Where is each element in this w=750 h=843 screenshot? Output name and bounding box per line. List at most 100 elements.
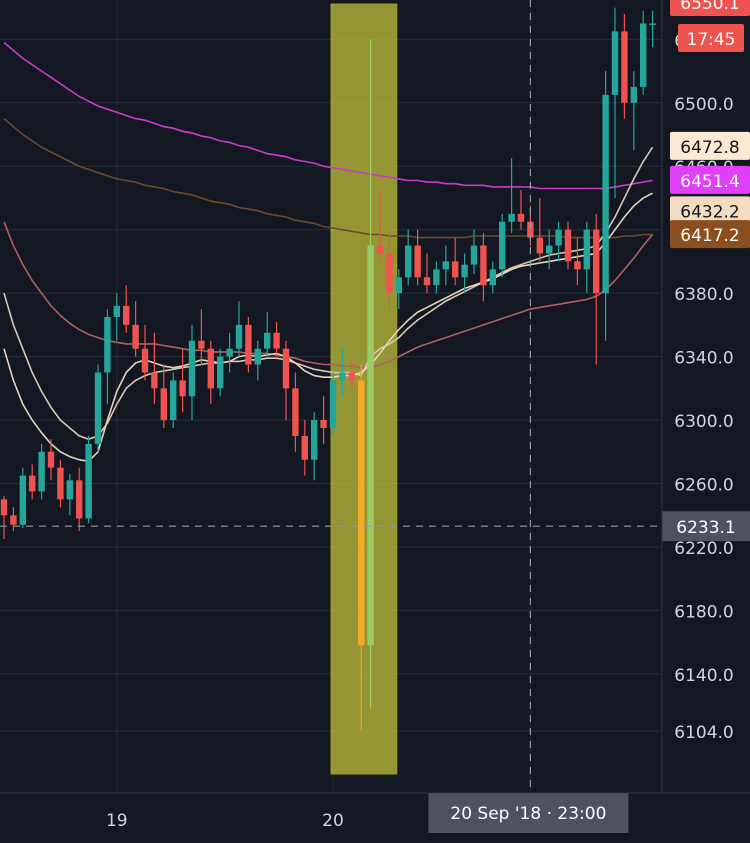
candle-body[interactable] (593, 229, 600, 294)
moving-average-line (3, 146, 654, 440)
candle-body[interactable] (546, 245, 553, 254)
candle-body[interactable] (423, 277, 431, 286)
candle-body[interactable] (188, 340, 196, 397)
candle-body[interactable] (123, 305, 130, 325)
moving-average-line (3, 221, 654, 369)
candle-body[interactable] (76, 480, 83, 519)
candle-body[interactable] (132, 324, 139, 349)
candle-body[interactable] (386, 253, 393, 294)
crosshair-time-box (428, 793, 629, 833)
candle-body[interactable] (170, 380, 177, 421)
candle-body[interactable] (452, 261, 459, 278)
candle-body[interactable] (376, 245, 384, 254)
candle-body[interactable] (226, 348, 233, 357)
candle-body[interactable] (10, 515, 17, 525)
candle-body[interactable] (508, 213, 515, 222)
x-tick-label: 20 (322, 811, 344, 831)
price-tag-label: 6417.2 (680, 226, 739, 246)
candle-body[interactable] (640, 23, 647, 87)
candle-body[interactable] (264, 332, 271, 349)
crosshair-price-box (662, 511, 750, 542)
candle-body[interactable] (649, 23, 656, 25)
y-tick-label: 6300.0 (674, 412, 733, 432)
candle-body[interactable] (0, 499, 8, 516)
candle-body[interactable] (29, 475, 36, 492)
price-tag-box (670, 196, 750, 225)
candle-body[interactable] (630, 86, 637, 103)
candle-body[interactable] (555, 229, 562, 246)
candle-body[interactable] (433, 269, 440, 286)
candle-body[interactable] (320, 420, 327, 428)
price-tag-label: 6432.2 (680, 202, 739, 222)
candle-body[interactable] (235, 324, 243, 349)
candle-body[interactable] (217, 356, 224, 389)
candle-body[interactable] (85, 443, 92, 519)
price-tag-box (670, 0, 750, 16)
candle-body[interactable] (38, 451, 45, 492)
price-tag-label: 6550.1 (680, 0, 739, 14)
candle-body[interactable] (527, 221, 534, 238)
moving-average-line (3, 192, 653, 463)
candle-body[interactable] (583, 229, 590, 270)
candle-body[interactable] (470, 245, 478, 265)
candle-body[interactable] (104, 316, 111, 373)
candle-body[interactable] (489, 269, 496, 286)
candle-body[interactable] (621, 31, 628, 103)
price-tag-box (670, 131, 750, 160)
candle-body[interactable] (499, 221, 506, 270)
candle-body[interactable] (66, 480, 73, 500)
candle-body[interactable] (57, 467, 64, 500)
candle-body[interactable] (395, 277, 402, 294)
candle-body[interactable] (480, 245, 487, 286)
candle-body[interactable] (348, 372, 355, 381)
candle-body[interactable] (292, 388, 299, 436)
candle-body[interactable] (329, 380, 337, 428)
candle-body[interactable] (358, 380, 365, 646)
candle-body[interactable] (367, 245, 374, 646)
candle-body[interactable] (564, 229, 572, 262)
candle-body[interactable] (141, 348, 149, 373)
candle-body[interactable] (160, 388, 167, 421)
candle-body[interactable] (207, 348, 214, 389)
moving-averages (3, 41, 654, 463)
candle-body[interactable] (461, 264, 468, 278)
candle-body[interactable] (94, 372, 102, 444)
candle-body[interactable] (273, 332, 280, 349)
price-tag-box (670, 165, 750, 194)
crosshair-time-label: 20 Sep '18 · 23:00 (450, 804, 606, 824)
candle-body[interactable] (517, 213, 525, 222)
candle-body[interactable] (198, 340, 205, 349)
candle-body[interactable] (536, 237, 543, 254)
candle-body[interactable] (311, 420, 318, 460)
candle-body[interactable] (611, 31, 619, 95)
price-tag-box (670, 220, 750, 249)
candle-body[interactable] (339, 372, 346, 381)
price-tag-label: 6451.4 (680, 172, 739, 192)
candle-body[interactable] (602, 94, 609, 294)
candle-body[interactable] (179, 380, 186, 397)
y-tick-label: 6380.0 (674, 285, 733, 305)
candle-body[interactable] (113, 305, 120, 317)
candle-body[interactable] (301, 435, 308, 460)
y-tick-label: 6180.0 (674, 602, 733, 622)
candles[interactable] (0, 7, 656, 730)
candle-body[interactable] (151, 372, 158, 389)
candle-body[interactable] (282, 348, 290, 389)
price-tags: 6550.1 17:45 6472.8 6451.4 6432.2 6417.2 (670, 0, 750, 249)
candle-body[interactable] (245, 324, 252, 365)
candle-body[interactable] (254, 348, 261, 365)
candle-body[interactable] (414, 245, 421, 278)
price-tag-label: 6472.8 (680, 138, 739, 158)
moving-average-line (3, 117, 653, 239)
y-tick-label: 6104.0 (674, 723, 733, 743)
candle-body[interactable] (405, 245, 412, 278)
candle-body[interactable] (47, 451, 55, 468)
crosshair-price-label: 6233.1 (676, 518, 735, 538)
candle-body[interactable] (19, 475, 26, 525)
candle-body[interactable] (442, 261, 449, 270)
y-tick-label: 6340.0 (674, 349, 733, 369)
candle-body[interactable] (574, 261, 581, 270)
